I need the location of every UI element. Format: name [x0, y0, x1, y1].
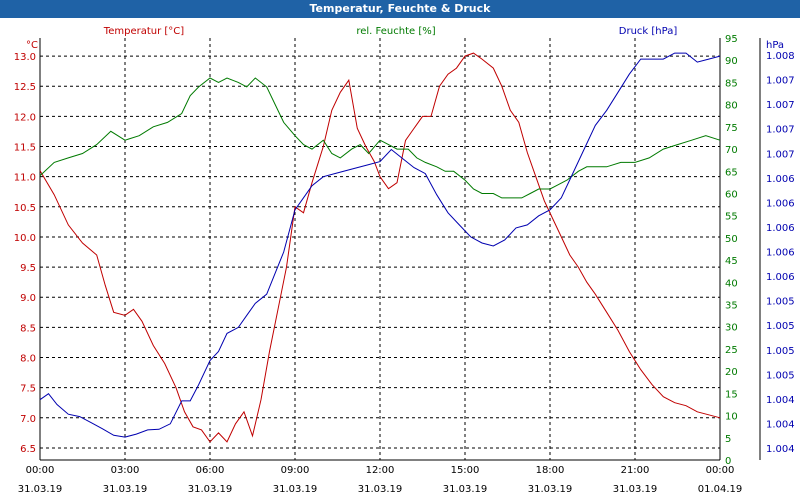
grid	[40, 38, 720, 460]
humidity-tick-label: 15	[725, 389, 738, 400]
x-tick-time: 21:00	[621, 465, 650, 476]
temperature-tick-label: 11.0	[14, 173, 36, 184]
temperature-tick-label: 9.0	[20, 293, 36, 304]
pressure-tick-label: 1.007	[766, 149, 795, 160]
humidity-tick-label: 45	[725, 256, 738, 267]
pressure-axis-label: Druck [hPa]	[619, 26, 678, 37]
pressure-series-line	[39, 52, 721, 438]
humidity-axis-label: rel. Feuchte [%]	[356, 26, 435, 37]
pressure-tick-label: 1.006	[766, 198, 795, 209]
x-tick-date: 31.03.19	[443, 484, 488, 495]
temperature-tick-label: 12.5	[14, 82, 36, 93]
x-tick-time: 18:00	[536, 465, 565, 476]
pressure-tick-label: 1.006	[766, 272, 795, 283]
temperature-unit: °C	[26, 40, 38, 51]
pressure-tick-label: 1.006	[766, 248, 795, 259]
x-tick-time: 12:00	[366, 465, 395, 476]
pressure-tick-label: 1.007	[766, 76, 795, 87]
axis-labels: 00:00 31.03.19 03:00 31.03.19 06:00 31.03.19 0…	[14, 26, 795, 495]
temperature-tick-label: 8.5	[20, 323, 36, 334]
temperature-tick-label: 9.5	[20, 263, 36, 274]
chart-title: Temperatur, Feuchte & Druck	[0, 0, 800, 18]
pressure-tick-label: 1.005	[766, 297, 795, 308]
humidity-tick-label: 10	[725, 412, 738, 423]
temperature-tick-label: 12.0	[14, 112, 36, 123]
x-tick-time: 15:00	[451, 465, 480, 476]
humidity-tick-label: 40	[725, 278, 738, 289]
pressure-tick-label: 1.006	[766, 174, 795, 185]
humidity-tick-label: 60	[725, 189, 738, 200]
humidity-tick-label: 20	[725, 367, 738, 378]
x-tick-time: 00:00	[706, 465, 735, 476]
temperature-tick-label: 13.0	[14, 52, 36, 63]
x-tick-date: 31.03.19	[358, 484, 403, 495]
humidity-tick-label: 50	[725, 234, 738, 245]
humidity-tick-label: 35	[725, 301, 738, 312]
temperature-tick-label: 10.5	[14, 203, 36, 214]
humidity-tick-label: 70	[725, 145, 738, 156]
temperature-tick-label: 10.0	[14, 233, 36, 244]
x-tick-time: 03:00	[111, 465, 140, 476]
pressure-tick-label: 1.006	[766, 223, 795, 234]
temperature-tick-label: 8.0	[20, 354, 36, 365]
temperature-axis-label: Temperatur [°C]	[103, 26, 184, 37]
humidity-tick-label: 0	[725, 456, 731, 467]
pressure-tick-label: 1.005	[766, 346, 795, 357]
x-tick-date: 31.03.19	[18, 484, 63, 495]
temperature-tick-label: 7.0	[20, 414, 36, 425]
humidity-tick-label: 75	[725, 123, 738, 134]
pressure-tick-label: 1.007	[766, 100, 795, 111]
temperature-tick-label: 7.5	[20, 384, 36, 395]
x-tick-date: 31.03.19	[103, 484, 148, 495]
humidity-tick-label: 55	[725, 212, 738, 223]
humidity-tick-label: 5	[725, 434, 731, 445]
pressure-tick-label: 1.005	[766, 370, 795, 381]
humidity-tick-label: 80	[725, 101, 738, 112]
humidity-tick-label: 90	[725, 56, 738, 67]
humidity-tick-label: 30	[725, 323, 738, 334]
x-tick-date: 31.03.19	[613, 484, 658, 495]
temperature-tick-label: 11.5	[14, 143, 36, 154]
humidity-tick-label: 65	[725, 167, 738, 178]
temperature-tick-label: 6.5	[20, 444, 36, 455]
pressure-tick-label: 1.008	[766, 51, 795, 62]
series-lines	[39, 52, 721, 443]
pressure-tick-label: 1.005	[766, 321, 795, 332]
axes	[39, 38, 761, 461]
x-tick-date: 31.03.19	[528, 484, 573, 495]
x-tick-time: 00:00	[26, 465, 55, 476]
x-tick-date: 31.03.19	[273, 484, 318, 495]
temperature-series-line	[39, 52, 721, 443]
pressure-tick-label: 1.004	[766, 444, 795, 455]
x-tick-time: 06:00	[196, 465, 225, 476]
x-tick-date: 01.04.19	[698, 484, 743, 495]
humidity-tick-label: 25	[725, 345, 738, 356]
x-tick-time: 09:00	[281, 465, 310, 476]
x-tick-date: 31.03.19	[188, 484, 233, 495]
pressure-tick-label: 1.004	[766, 395, 795, 406]
pressure-unit: hPa	[766, 40, 784, 51]
humidity-tick-label: 85	[725, 78, 738, 89]
pressure-tick-label: 1.004	[766, 419, 795, 430]
chart-canvas: 00:00 31.03.19 03:00 31.03.19 06:00 31.03.19 0…	[14, 26, 795, 495]
pressure-tick-label: 1.007	[766, 125, 795, 136]
humidity-series-line	[39, 77, 721, 199]
humidity-tick-label: 95	[725, 34, 738, 45]
